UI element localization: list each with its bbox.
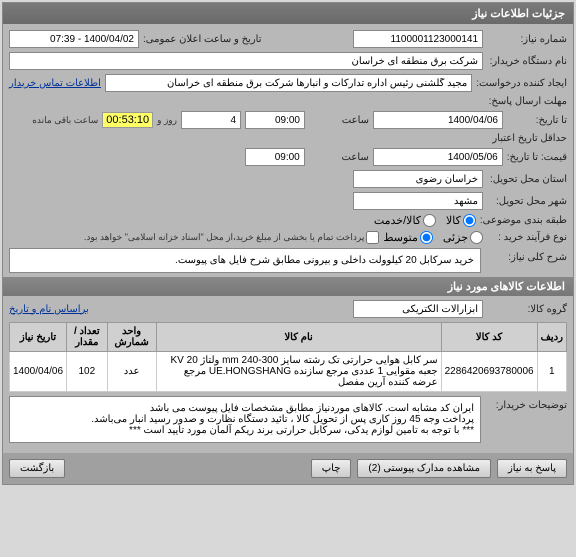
service-radio-label: کالا/خدمت [374, 214, 421, 227]
col-date: تاریخ نیاز [10, 323, 67, 352]
proc-label: نوع فرآیند خرید : [487, 232, 567, 243]
table-header-row: ردیف کد کالا نام کالا واحد شمارش تعداد /… [10, 323, 567, 352]
valid-date-input[interactable] [373, 148, 503, 166]
sort-link[interactable]: براساس نام و تاریخ [9, 304, 89, 315]
proc-mid-label: متوسط [383, 231, 418, 244]
buyer-desc-label: توضیحات خریدار: [487, 396, 567, 411]
button-bar: پاسخ به نیاز مشاهده مدارک پیوستی (2) چاپ… [3, 453, 573, 484]
main-desc-box: خرید سرکابل 20 کیلوولت داخلی و بیرونی مط… [9, 248, 481, 273]
col-qty: تعداد / مقدار [67, 323, 108, 352]
goods-radio-label: کالا [446, 214, 461, 227]
remain-label: ساعت باقی مانده [32, 115, 98, 126]
back-button[interactable]: بازگشت [9, 459, 65, 478]
cell-row: 1 [537, 352, 566, 392]
table-row[interactable]: 1 2286420693780006 سر کابل هوایی حرارتی … [10, 352, 567, 392]
city-label: شهر محل تحویل: [487, 196, 567, 207]
resp-date-input[interactable] [373, 111, 503, 129]
attachments-button[interactable]: مشاهده مدارک پیوستی (2) [357, 459, 491, 478]
buyer-desc-box: ایران کد مشابه است. کالاهای موردنیاز مطا… [9, 396, 481, 443]
items-table: ردیف کد کالا نام کالا واحد شمارش تعداد /… [9, 322, 567, 392]
req-no-input[interactable] [353, 30, 483, 48]
valid-time-label: ساعت [309, 152, 369, 163]
items-header: اطلاعات کالاهای مورد نیاز [3, 277, 573, 296]
resp-to-label: تا تاریخ: [507, 115, 567, 126]
group-label: گروه کالا: [487, 304, 567, 315]
proc-radio-group: جزئی متوسط [383, 231, 483, 244]
print-button[interactable]: چاپ [311, 459, 352, 478]
col-name: نام کالا [156, 323, 441, 352]
service-radio[interactable] [423, 214, 436, 227]
valid-time-input[interactable] [245, 148, 305, 166]
buyer-input[interactable] [9, 52, 483, 70]
valid-to-label: قیمت: تا تاریخ: [507, 152, 567, 163]
req-no-label: شماره نیاز: [487, 34, 567, 45]
budget-radio-group: کالا کالا/خدمت [374, 214, 476, 227]
buyer-label: نام دستگاه خریدار: [487, 56, 567, 67]
valid-label: حداقل تاریخ اعتبار [487, 133, 567, 144]
cell-date: 1400/04/06 [10, 352, 67, 392]
cell-qty: 102 [67, 352, 108, 392]
resp-time-label: ساعت [309, 115, 369, 126]
details-panel: جزئیات اطلاعات نیاز شماره نیاز: تاریخ و … [2, 2, 574, 485]
city-input[interactable] [353, 192, 483, 210]
goods-radio[interactable] [463, 214, 476, 227]
col-code: کد کالا [441, 323, 537, 352]
pay-note: پرداخت تمام یا بخشی از مبلغ خرید،از محل … [84, 232, 364, 243]
main-desc-label: شرح کلی نیاز: [487, 248, 567, 263]
reply-button[interactable]: پاسخ به نیاز [497, 459, 567, 478]
panel-body: شماره نیاز: تاریخ و ساعت اعلان عمومی: نا… [3, 24, 573, 453]
creator-input[interactable] [105, 74, 472, 92]
cell-name: سر کابل هوایی حرارتی تک رشته سایز 300-24… [156, 352, 441, 392]
col-unit: واحد شمارش [107, 323, 156, 352]
pay-checkbox[interactable] [366, 231, 379, 244]
contact-link[interactable]: اطلاعات تماس خریدار [9, 78, 101, 89]
cell-code: 2286420693780006 [441, 352, 537, 392]
group-input[interactable] [353, 300, 483, 318]
resp-deadline-label: مهلت ارسال پاسخ: [487, 96, 567, 107]
province-label: استان محل تحویل: [487, 174, 567, 185]
col-row: ردیف [537, 323, 566, 352]
cell-unit: عدد [107, 352, 156, 392]
days-input[interactable] [181, 111, 241, 129]
days-label: روز و [157, 115, 177, 126]
proc-low-label: جزئی [443, 231, 468, 244]
announce-label: تاریخ و ساعت اعلان عمومی: [143, 34, 262, 45]
panel-title: جزئیات اطلاعات نیاز [3, 3, 573, 24]
creator-label: ایجاد کننده درخواست: [476, 78, 567, 89]
announce-input[interactable] [9, 30, 139, 48]
proc-low-radio[interactable] [470, 231, 483, 244]
budget-label: طبقه بندی موضوعی: [480, 215, 567, 226]
resp-time-input[interactable] [245, 111, 305, 129]
proc-mid-radio[interactable] [420, 231, 433, 244]
province-input[interactable] [353, 170, 483, 188]
countdown: 00:53:10 [102, 112, 153, 128]
